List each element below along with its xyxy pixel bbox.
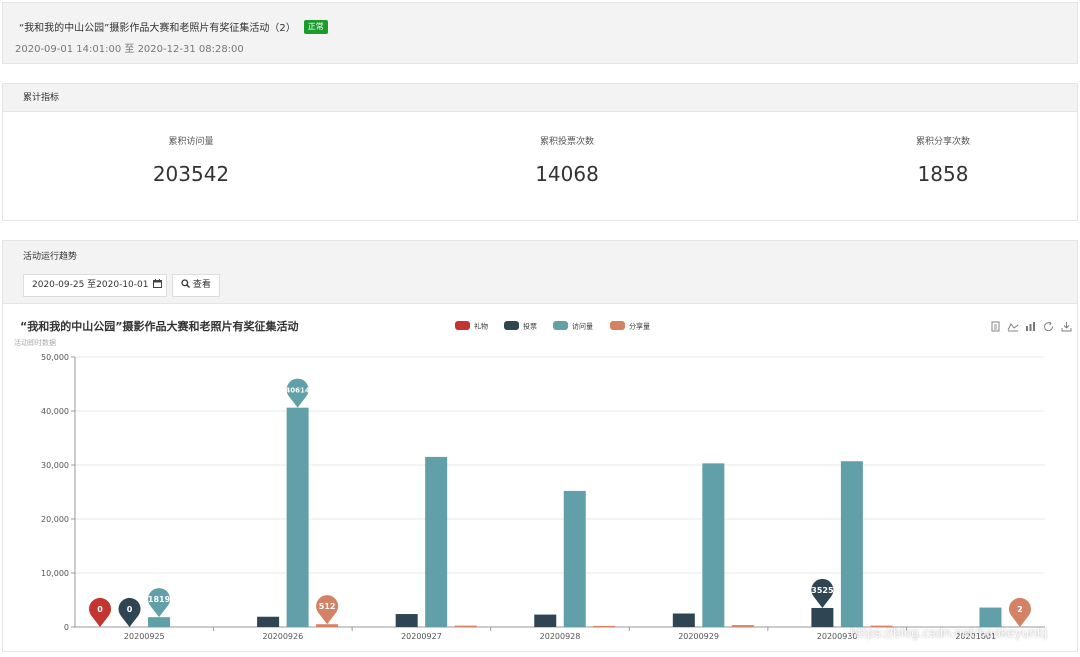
y-tick-label: 30,000: [41, 461, 69, 470]
download-icon[interactable]: [1061, 322, 1072, 332]
bar-20200925-s2[interactable]: [148, 617, 171, 627]
x-tick-label: 20200925: [124, 632, 165, 641]
status-badge: 正常: [303, 19, 328, 34]
trend-toolbar: 活动运行趋势 2020-09-25 至2020-10-01 查看: [3, 241, 1077, 304]
marker-pin: 1819: [148, 588, 171, 618]
search-icon: [181, 279, 191, 289]
y-tick-label: 20,000: [41, 515, 69, 524]
trend-panel: 活动运行趋势 2020-09-25 至2020-10-01 查看: [2, 240, 1078, 652]
legend-label: 分享量: [629, 322, 650, 331]
date-range-input[interactable]: 2020-09-25 至2020-10-01: [23, 274, 167, 297]
date-range-value: 2020-09-25 至2020-10-01: [32, 280, 149, 290]
chart-legend: 礼物 投票 访问量 分享量: [455, 321, 650, 331]
chart-markers: 0 0 1819 40614 512 3525 2: [89, 378, 1031, 627]
trend-header: 活动运行趋势: [23, 252, 78, 262]
activity-header: “我和我的中山公园”摄影作品大赛和老照片有奖征集活动（2） 正常 2020-09…: [2, 2, 1078, 64]
bar-20200930-s1[interactable]: [811, 607, 834, 627]
metric-label: 累积访问量: [168, 137, 214, 147]
metrics-header: 累计指标: [3, 84, 1077, 112]
calendar-icon: [153, 279, 163, 288]
y-axis: 0 10,000 20,000 30,000 40,000 50,000: [41, 353, 76, 632]
activity-time-range: 2020-09-01 14:01:00 至 2020-12-31 08:28:0…: [15, 44, 244, 55]
bar-20200927-s2[interactable]: [425, 456, 448, 627]
legend-item[interactable]: 投票: [504, 321, 537, 331]
legend-label: 投票: [523, 322, 537, 331]
bar-20200929-s2[interactable]: [702, 463, 725, 627]
chart-grid: [75, 356, 1045, 574]
y-tick-label: 50,000: [41, 353, 69, 362]
marker-pin: 40614: [285, 378, 310, 408]
y-tick-label: 10,000: [41, 569, 69, 578]
legend-item[interactable]: 礼物: [455, 321, 488, 331]
marker-pin: 0: [118, 597, 141, 627]
bar-20200929-s3[interactable]: [731, 625, 754, 627]
marker-pin: 0: [89, 597, 112, 627]
metric-visits: 累积访问量 203542: [91, 134, 291, 186]
chart-subtitle: 活动即时数据: [14, 338, 56, 347]
marker-pin: 3525: [811, 578, 834, 608]
y-tick-label: 0: [64, 623, 69, 632]
data-view-icon[interactable]: [991, 321, 1000, 332]
bar-20200927-s1[interactable]: [395, 614, 418, 627]
metric-value: 203542: [152, 162, 230, 186]
x-tick-label: 20200930: [817, 632, 858, 641]
activity-title-row: “我和我的中山公园”摄影作品大赛和老照片有奖征集活动（2） 正常: [19, 19, 328, 34]
chart-title: “我和我的中山公园”摄影作品大赛和老照片有奖征集活动: [20, 319, 298, 333]
legend-label: 礼物: [474, 322, 488, 331]
x-tick-label: 20200926: [262, 632, 303, 641]
marker-label: 0: [127, 605, 133, 614]
bar-20200928-s2[interactable]: [563, 490, 586, 627]
trend-chart: “我和我的中山公园”摄影作品大赛和老照片有奖征集活动 活动即时数据 礼物 投票 访问…: [14, 319, 1072, 641]
marker-pin: 512: [316, 595, 339, 625]
metric-shares: 累积分享次数 1858: [843, 134, 1043, 186]
y-tick-label: 40,000: [41, 407, 69, 416]
metric-label: 累积分享次数: [915, 137, 970, 147]
bar-20200929-s1[interactable]: [672, 613, 695, 628]
line-chart-icon[interactable]: [1007, 323, 1019, 332]
marker-label: 0: [97, 605, 103, 614]
x-tick-label: 20200927: [401, 632, 442, 641]
bar-20201001-s2[interactable]: [979, 607, 1002, 627]
bar-20200926-s2[interactable]: [286, 407, 309, 627]
metric-value: 14068: [535, 162, 599, 186]
bar-chart-icon[interactable]: [1026, 322, 1035, 331]
bar-20200927-s3[interactable]: [454, 625, 477, 627]
bar-20200928-s1[interactable]: [534, 614, 557, 627]
watermark: https://blog.csdn.net/baokeyunkj: [850, 626, 1048, 640]
x-tick-label: 20201001: [955, 632, 996, 641]
bar-20200930-s2[interactable]: [840, 461, 863, 627]
metric-value: 1858: [917, 162, 969, 186]
bar-20200928-s3[interactable]: [593, 625, 616, 627]
chart-toolbox: [991, 321, 1072, 332]
metric-votes: 累积投票次数 14068: [467, 134, 667, 186]
marker-label: 512: [319, 602, 336, 611]
metric-label: 累积投票次数: [539, 137, 594, 147]
view-button[interactable]: 查看: [172, 274, 220, 297]
bar-20200930-s3[interactable]: [870, 625, 893, 627]
marker-label: 40614: [285, 387, 309, 395]
x-tick-label: 20200928: [540, 632, 581, 641]
bar-20200926-s3[interactable]: [316, 624, 339, 627]
legend-item[interactable]: 访问量: [553, 321, 593, 331]
x-tick-label: 20200929: [678, 632, 719, 641]
chart-bars: [148, 407, 1031, 628]
legend-label: 访问量: [572, 322, 593, 331]
marker-pin: 2: [1008, 597, 1031, 627]
bar-20200926-s1[interactable]: [257, 616, 280, 627]
marker-label: 3525: [811, 586, 834, 595]
view-button-label: 查看: [192, 280, 211, 290]
legend-item[interactable]: 分享量: [610, 321, 650, 331]
marker-label: 1819: [148, 595, 171, 604]
marker-label: 2: [1017, 605, 1023, 614]
metrics-panel: 累计指标 累积访问量 203542 累积投票次数 14068 累积分享次数 18…: [2, 83, 1078, 221]
refresh-icon[interactable]: [1044, 321, 1053, 332]
activity-title: “我和我的中山公园”摄影作品大赛和老照片有奖征集活动（2）: [19, 23, 296, 34]
